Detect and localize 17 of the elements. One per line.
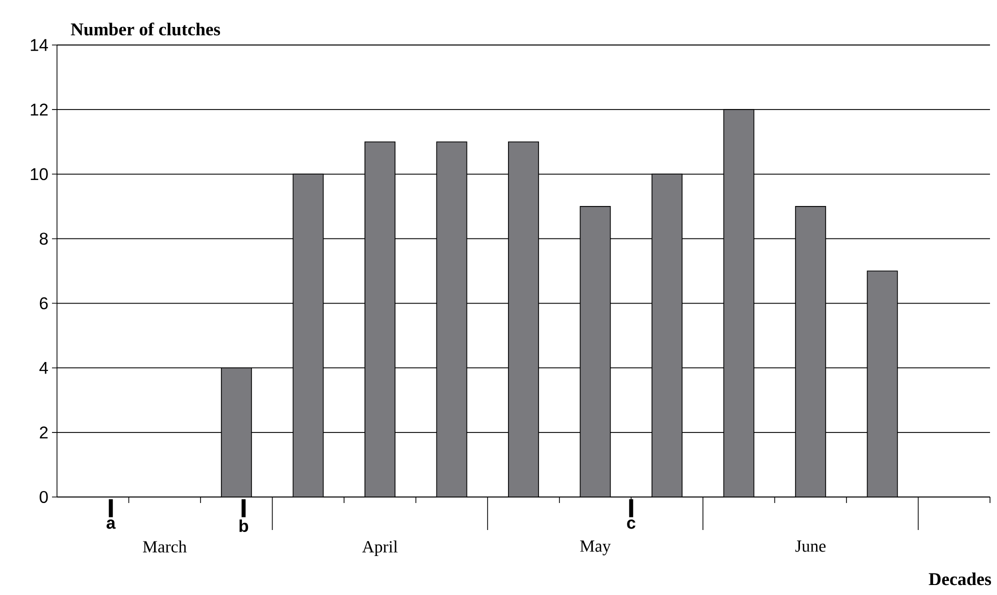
text: April	[362, 540, 398, 556]
y-tick-label: 12	[30, 104, 48, 116]
y-tick-label: 2	[40, 426, 48, 438]
text: a	[106, 520, 116, 529]
y-axis-title: Number of clutches	[70, 22, 220, 36]
text: c	[627, 520, 636, 529]
text: June	[795, 540, 826, 552]
y-tick-label: 4	[39, 362, 48, 374]
y-tick-label: 0	[40, 490, 48, 504]
text: March	[142, 540, 187, 552]
y-tick-label: 6	[40, 297, 48, 310]
y-tick-label: 8	[40, 232, 48, 245]
text: May	[580, 540, 611, 556]
y-tick-label: 10	[30, 168, 48, 180]
text: b	[240, 520, 248, 532]
y-tick-label: 14	[30, 39, 48, 51]
x-axis-title: Decades	[928, 572, 992, 586]
